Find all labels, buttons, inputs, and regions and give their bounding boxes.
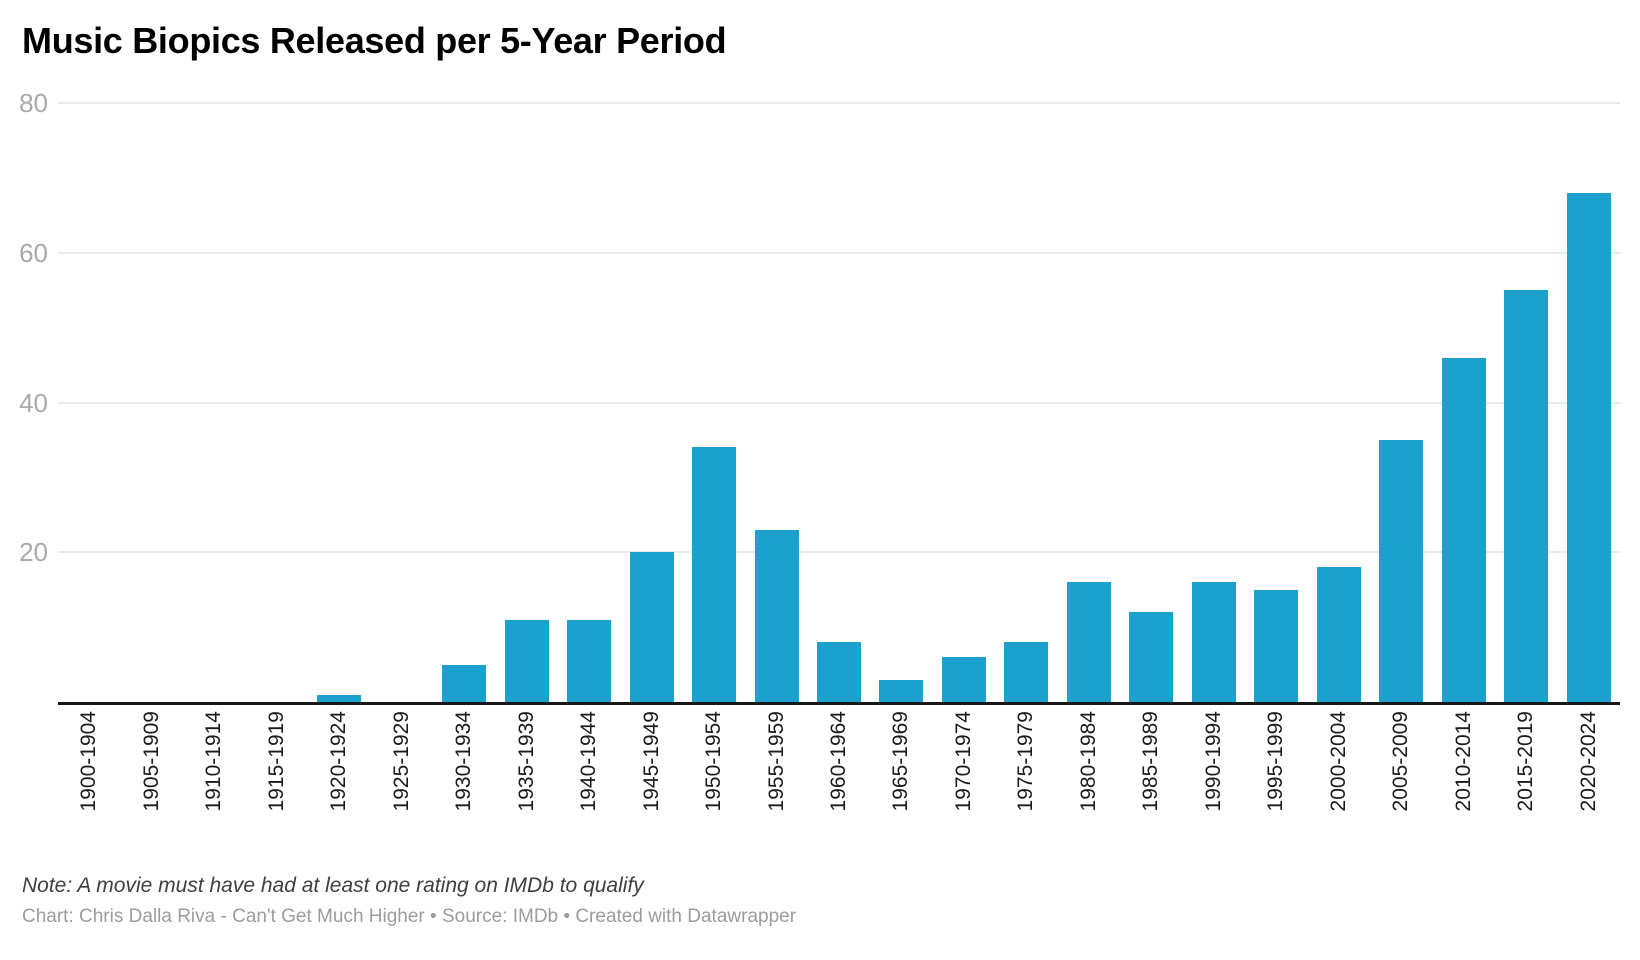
x-axis-label: 1975-1979 [1014, 711, 1037, 812]
y-axis-tick-label: 40 [19, 387, 48, 418]
chart-title: Music Biopics Released per 5-Year Period [22, 20, 727, 61]
chart-credits: Chart: Chris Dalla Riva - Can't Get Much… [22, 906, 797, 927]
bar-2010-2014 [1442, 358, 1486, 702]
x-axis-label: 2005-2009 [1389, 711, 1412, 812]
x-axis-label: 1900-1904 [77, 711, 100, 812]
x-axis-label: 1985-1989 [1139, 711, 1162, 812]
bar-1985-1989 [1129, 612, 1173, 702]
bar-1975-1979 [1004, 642, 1048, 702]
bar-2005-2009 [1379, 440, 1423, 702]
y-axis-tick-label: 80 [19, 88, 48, 118]
bar-2020-2024 [1567, 193, 1611, 702]
bar-1970-1974 [942, 657, 986, 702]
gridline [58, 102, 1620, 104]
x-axis-label: 1935-1939 [515, 711, 538, 812]
x-axis-label: 1965-1969 [889, 711, 912, 812]
x-axis-label: 1955-1959 [765, 711, 788, 812]
x-axis-label: 1915-1919 [265, 711, 288, 812]
x-axis-label: 1945-1949 [640, 711, 663, 812]
x-axis-label: 1940-1944 [577, 711, 600, 812]
x-axis-label: 1980-1984 [1077, 711, 1100, 812]
bar-2000-2004 [1317, 567, 1361, 702]
x-axis-label: 1910-1914 [202, 711, 225, 812]
x-axis-label: 1960-1964 [827, 711, 850, 812]
x-axis-label: 1990-1994 [1202, 711, 1225, 812]
x-axis-label: 1920-1924 [327, 711, 350, 812]
x-axis-label: 2020-2024 [1577, 711, 1600, 812]
bar-1945-1949 [630, 552, 674, 702]
x-axis-line [58, 702, 1620, 705]
x-axis-label: 1930-1934 [452, 711, 475, 812]
x-axis-label: 2000-2004 [1327, 711, 1350, 812]
x-axis-label: 2010-2014 [1452, 711, 1475, 812]
bar-1965-1969 [879, 680, 923, 702]
bar-1960-1964 [817, 642, 861, 702]
bar-1980-1984 [1067, 582, 1111, 702]
x-axis-label: 1905-1909 [140, 711, 163, 812]
y-axis-tick-label: 60 [19, 237, 48, 268]
gridline [58, 401, 1620, 404]
chart-note: Note: A movie must have had at least one… [22, 874, 644, 897]
bar-2015-2019 [1504, 290, 1548, 702]
bar-1950-1954 [692, 447, 736, 702]
x-axis-label: 1950-1954 [702, 711, 725, 812]
bar-1935-1939 [505, 620, 549, 702]
x-axis-label: 1925-1929 [390, 711, 413, 812]
bar-1990-1994 [1192, 582, 1236, 702]
bar-1995-1999 [1254, 590, 1298, 702]
x-axis-label: 2015-2019 [1514, 711, 1537, 812]
gridline [58, 251, 1620, 254]
gridline [58, 551, 1620, 554]
bar-1920-1924 [317, 695, 361, 702]
bar-1955-1959 [755, 530, 799, 702]
y-axis-tick-label: 20 [19, 537, 48, 568]
bar-1940-1944 [567, 620, 611, 702]
bar-1930-1934 [442, 665, 486, 702]
x-axis-label: 1995-1999 [1264, 711, 1287, 812]
x-axis-label: 1970-1974 [952, 711, 975, 812]
